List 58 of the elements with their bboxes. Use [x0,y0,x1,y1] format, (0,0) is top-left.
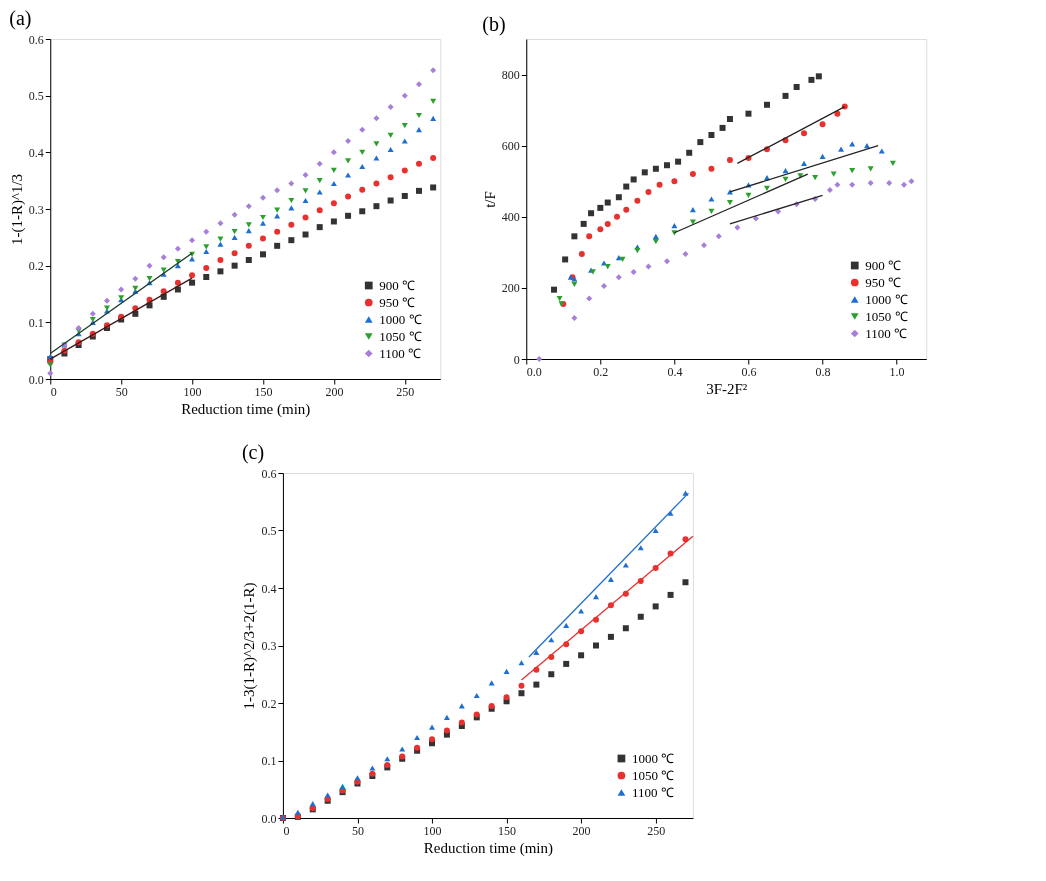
x-tick-label: 200 [325,384,344,399]
y-axis-title: t/F [481,191,498,208]
x-tick-label: 250 [396,384,415,399]
x-tick-label: 0.4 [667,364,683,379]
x-tick-label: 250 [647,823,666,838]
y-tick-label: 0.2 [28,259,44,274]
x-tick-label: 0.2 [593,364,609,379]
x-tick-label: 50 [351,823,364,838]
chart-title: (c) [241,441,265,464]
x-tick-label: 0 [283,823,290,838]
legend-label: 900 ℃ [379,277,415,293]
x-axis-title: 3F-2F² [706,380,748,397]
legend-label: 1100 ℃ [379,345,422,361]
legend-label: 950 ℃ [865,274,901,290]
chart-title: (a) [9,7,32,30]
y-tick-label: 0.2 [261,696,277,711]
legend-label: 1000 ℃ [865,291,908,307]
x-axis-title: Reduction time (min) [423,839,553,857]
y-tick-label: 0.1 [261,754,277,768]
y-tick-label: 0.4 [28,145,44,160]
legend-label: 1000 ℃ [379,311,422,327]
y-tick-label: 0.4 [261,581,277,596]
y-tick-label: 0.1 [28,315,44,330]
legend-label: 950 ℃ [379,294,415,310]
y-axis-title: 1-(1-R)^1/3 [8,173,26,246]
y-tick-label: 200 [501,281,520,296]
y-tick-label: 400 [501,210,520,225]
y-tick-label: 0.6 [261,466,277,481]
y-tick-label: 0 [513,352,520,367]
legend-label: 1050 ℃ [379,328,422,344]
x-tick-label: 100 [183,384,202,399]
chart-title: (b) [482,13,506,36]
legend-label: 1100 ℃ [865,325,908,341]
x-tick-label: 150 [498,823,517,838]
y-tick-label: 0.3 [261,639,277,653]
y-tick-label: 0.5 [261,524,277,538]
x-tick-label: 0.6 [741,364,757,379]
y-tick-label: 0.3 [28,202,44,217]
legend-label: 1050 ℃ [631,767,675,783]
x-tick-label: 50 [115,384,128,399]
x-tick-label: 100 [423,823,442,838]
x-tick-label: 1.0 [889,364,905,379]
x-tick-label: 0.0 [526,364,542,379]
y-tick-label: 0.5 [28,89,44,104]
x-tick-label: 150 [254,384,273,399]
y-tick-label: 600 [501,139,520,154]
y-axis-title: 1-3(1-R)^2/3+2(1-R) [241,582,259,710]
legend-label: 900 ℃ [865,257,901,273]
x-axis-title: Reduction time (min) [181,400,311,418]
y-tick-label: 0.6 [28,32,44,47]
x-tick-label: 0 [50,384,57,399]
y-tick-label: 0.0 [261,811,277,826]
x-tick-label: 0.8 [815,364,831,379]
legend-label: 1100 ℃ [631,784,674,800]
y-tick-label: 800 [501,68,520,83]
legend-label: 1000 ℃ [631,750,675,766]
x-tick-label: 200 [572,823,591,838]
legend-label: 1050 ℃ [865,308,908,324]
